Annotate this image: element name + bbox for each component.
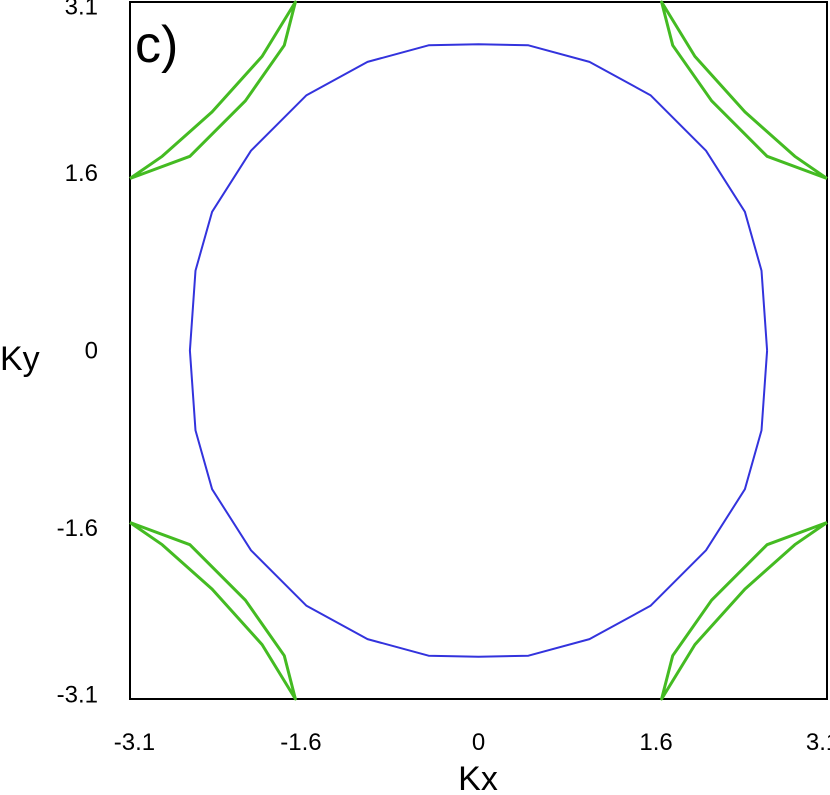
x-tick-label: 0 (472, 729, 485, 756)
x-tick-label: -1.6 (280, 729, 321, 756)
fermi-pocket-2 (129, 0, 297, 180)
x-tick-label: 3.1 (806, 729, 830, 756)
x-tick-labels: -3.1 -1.6 0 1.6 3.1 (114, 729, 830, 756)
y-tick-labels: 3.1 1.6 0 -1.6 -3.1 (57, 0, 98, 709)
fermi-contour-center (188, 43, 769, 658)
series-layer (129, 0, 828, 701)
x-tick-label: -3.1 (114, 729, 155, 756)
y-tick-label: 1.6 (65, 160, 98, 187)
y-tick-label: 0 (85, 338, 98, 365)
y-tick-label: -1.6 (57, 515, 98, 542)
y-tick-label: 3.1 (65, 0, 98, 20)
x-tick-label: 1.6 (639, 729, 672, 756)
plot-frame (129, 1, 828, 700)
fermi-pocket-4 (129, 521, 297, 701)
panel-label: c) (135, 16, 178, 74)
x-axis-label: Kx (458, 760, 498, 795)
y-tick-label: -3.1 (57, 682, 98, 709)
fermi-pocket-1 (660, 0, 828, 180)
fermi-pocket-3 (660, 521, 828, 701)
y-axis-label: Ky (0, 340, 40, 378)
